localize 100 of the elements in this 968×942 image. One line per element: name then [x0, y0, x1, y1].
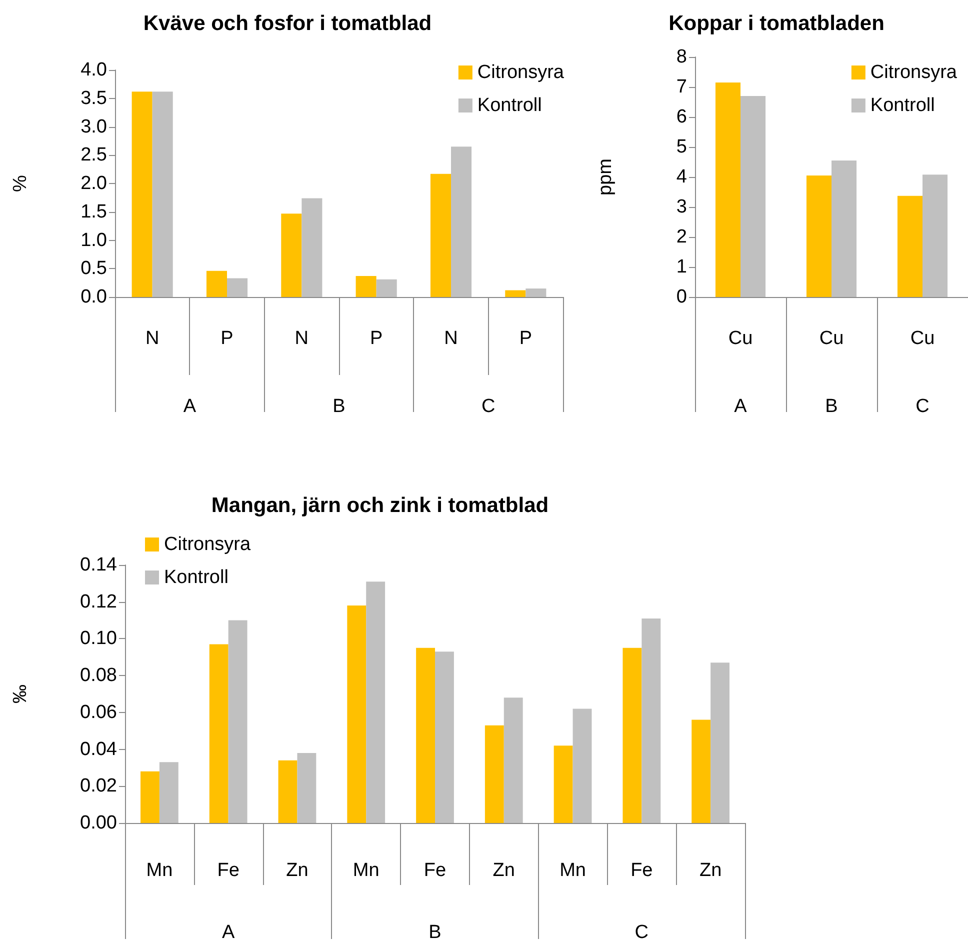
- y-tick-label: 0.02: [80, 776, 117, 797]
- bar: [281, 214, 302, 297]
- y-tick-label: 0.14: [80, 554, 118, 576]
- bar: [209, 644, 228, 823]
- legend-label: Citronsyra: [477, 62, 564, 83]
- x-tick-label: N: [294, 328, 309, 349]
- bar: [451, 146, 472, 297]
- y-tick-label: 3.5: [80, 88, 107, 109]
- bar: [572, 708, 592, 823]
- bar: [554, 746, 573, 823]
- x-tick-label: Cu: [819, 328, 844, 349]
- text: C: [916, 396, 930, 417]
- bar: [484, 725, 504, 823]
- y-tick-label: 2.0: [80, 173, 107, 194]
- text: A: [222, 922, 235, 942]
- bar: [159, 762, 178, 823]
- y-tick-label: 7: [676, 76, 687, 98]
- y-tick-label: 3.0: [80, 116, 107, 138]
- bar: [710, 662, 730, 823]
- y-tick-label: 3: [676, 196, 687, 218]
- y-tick-label: 5: [676, 136, 687, 158]
- legend-label: Citronsyra: [870, 62, 958, 83]
- bar: [297, 752, 316, 823]
- chart-title: Koppar i tomatbladen: [668, 12, 884, 35]
- y-tick-label: 1.0: [80, 230, 107, 251]
- bar: [832, 160, 857, 297]
- y-tick-label: 0.06: [80, 702, 117, 723]
- bar: [622, 648, 642, 823]
- x-tick-label: Fe: [424, 860, 446, 881]
- bar: [897, 196, 922, 297]
- bar: [228, 620, 248, 823]
- x-tick-label: Zn: [699, 860, 722, 881]
- y-tick-label: 0.0: [80, 286, 107, 308]
- text: C: [634, 922, 649, 942]
- bar: [642, 618, 661, 823]
- y-tick-label: 0.04: [80, 738, 118, 760]
- bar: [416, 648, 435, 823]
- y-tick-label: 4: [676, 166, 688, 188]
- y-tick-label: 2.5: [80, 144, 107, 166]
- bar: [356, 276, 376, 297]
- bar: [347, 606, 366, 823]
- chart-title: Kväve och fosfor i tomatblad: [143, 12, 432, 35]
- y-axis-title: ppm: [595, 158, 616, 196]
- y-tick-label: 8: [676, 46, 687, 68]
- y-tick-label: 1: [676, 256, 687, 278]
- x-tick-label: P: [519, 328, 532, 349]
- text: A: [183, 396, 196, 417]
- bar: [206, 270, 227, 297]
- bar: [806, 176, 832, 297]
- legend-label: Kontroll: [870, 95, 935, 116]
- text: B: [825, 396, 838, 417]
- x-tick-label: P: [370, 328, 383, 349]
- x-tick-label: P: [220, 328, 234, 349]
- bar: [430, 174, 451, 297]
- bar: [152, 92, 173, 297]
- x-tick-label: Cu: [728, 328, 753, 349]
- bar: [692, 720, 711, 823]
- y-tick-label: 6: [676, 106, 687, 128]
- bar: [278, 760, 298, 823]
- bar: [740, 96, 766, 297]
- x-tick-label: Mn: [146, 860, 173, 881]
- x-tick-label: Mn: [352, 860, 380, 881]
- y-tick-label: 4.0: [80, 60, 107, 80]
- chart-title: Mangan, järn och zink i tomatblad: [211, 494, 549, 517]
- bar: [302, 198, 322, 297]
- x-tick-label: Mn: [560, 860, 586, 881]
- bar: [140, 771, 160, 823]
- bar: [376, 279, 397, 297]
- bar: [504, 698, 523, 823]
- text: C: [481, 396, 496, 417]
- y-tick-label: 0.5: [80, 258, 107, 280]
- y-tick-label: 2: [676, 226, 687, 248]
- bar: [366, 582, 386, 823]
- y-axis-title: %: [10, 174, 31, 192]
- bar: [715, 82, 740, 297]
- bar: [132, 92, 152, 297]
- x-tick-label: Fe: [630, 860, 653, 881]
- text: B: [332, 396, 346, 417]
- legend-label: Kontroll: [164, 567, 228, 588]
- y-tick-label: 0.10: [80, 628, 117, 650]
- legend-label: Kontroll: [477, 95, 542, 116]
- x-tick-label: N: [444, 328, 458, 349]
- bar: [505, 290, 526, 297]
- y-tick-label: 0: [676, 286, 687, 308]
- y-tick-label: 0.00: [80, 812, 117, 834]
- x-tick-label: Zn: [492, 860, 515, 881]
- legend-label: Citronsyra: [164, 534, 252, 555]
- y-axis-title: ‰: [10, 684, 31, 704]
- y-tick-label: 1.5: [80, 201, 107, 222]
- bar: [526, 288, 546, 297]
- x-tick-label: Cu: [910, 328, 935, 349]
- x-tick-label: Zn: [286, 860, 308, 881]
- bar: [227, 278, 248, 297]
- text: A: [734, 396, 748, 417]
- bar: [435, 652, 454, 823]
- y-tick-label: 0.12: [80, 591, 117, 612]
- x-tick-label: N: [145, 328, 160, 349]
- y-tick-label: 0.08: [80, 665, 117, 686]
- text: B: [428, 922, 442, 942]
- bar: [922, 174, 948, 297]
